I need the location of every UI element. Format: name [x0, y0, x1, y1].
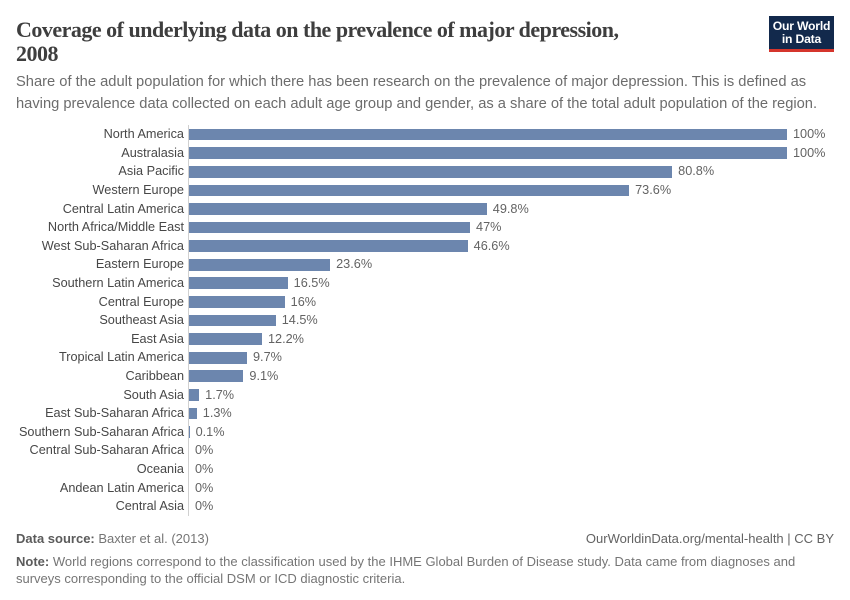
chart-title: Coverage of underlying data on the preva… — [16, 16, 619, 66]
chart-subtitle: Share of the adult population for which … — [16, 74, 818, 112]
category-label: North Africa/Middle East — [47, 220, 184, 235]
bar[interactable] — [189, 221, 471, 234]
chart-row[interactable]: Central Latin America 49.8% — [0, 200, 850, 219]
y-axis-line — [188, 125, 189, 516]
value-label: 46.6% — [473, 238, 510, 253]
bar[interactable] — [189, 184, 630, 197]
value-label: 1.3% — [202, 406, 232, 421]
value-label: 12.2% — [267, 331, 304, 346]
bar[interactable] — [189, 147, 787, 160]
bar[interactable] — [189, 389, 200, 401]
category-label: Central Asia — [115, 499, 184, 514]
footer-note-label: Note: — [16, 553, 50, 569]
category-label: Oceania — [136, 461, 184, 476]
bar-chart: North America 100% Australasia 100% Asia Pac… — [0, 125, 850, 516]
bar[interactable] — [189, 128, 787, 141]
bar[interactable] — [189, 277, 288, 290]
footer-note-text: World regions correspond to the classifi… — [16, 553, 796, 586]
category-label: East Sub-Saharan Africa — [45, 406, 184, 421]
value-label: 80.8% — [678, 164, 715, 179]
owid-logo-line2: in Data — [781, 32, 822, 46]
chart-row[interactable]: East Sub-Saharan Africa 1.3% — [0, 404, 850, 423]
value-label: 47% — [476, 220, 502, 235]
footer-source: Data source: Baxter et al. (2013) — [16, 531, 209, 546]
category-label: Central Europe — [98, 294, 184, 309]
bar[interactable] — [189, 203, 487, 215]
bar[interactable] — [189, 407, 197, 420]
chart-row[interactable]: North America 100% — [0, 125, 850, 144]
bar[interactable] — [189, 333, 262, 345]
bar[interactable] — [189, 351, 247, 364]
category-label: Southern Sub-Saharan Africa — [18, 424, 184, 439]
category-label: Eastern Europe — [95, 257, 184, 272]
owid-logo-line1: Our World — [772, 19, 831, 33]
category-label: Andean Latin America — [59, 480, 184, 495]
value-label: 14.5% — [281, 313, 318, 328]
footer-credit-link[interactable]: OurWorldinData.org/mental-health | CC BY — [585, 531, 834, 546]
value-label: 100% — [793, 145, 826, 160]
category-label: Caribbean — [125, 369, 184, 384]
owid-logo: Our World in Data — [769, 16, 834, 52]
category-label: Asia Pacific — [118, 164, 184, 179]
category-label: South Asia — [123, 387, 184, 402]
value-label: 0% — [195, 480, 214, 495]
chart-row[interactable]: Central Asia 0% — [0, 497, 850, 516]
value-label: 49.8% — [492, 201, 529, 216]
bar[interactable] — [189, 314, 276, 327]
bar[interactable] — [189, 296, 285, 308]
chart-row[interactable]: Western Europe 73.6% — [0, 181, 850, 200]
chart-row[interactable]: Southeast Asia 14.5% — [0, 311, 850, 330]
category-label: Central Latin America — [62, 201, 184, 216]
chart-row[interactable]: Central Sub-Saharan Africa 0% — [0, 441, 850, 460]
category-label: Tropical Latin America — [58, 350, 184, 365]
chart-row[interactable]: Caribbean 9.1% — [0, 367, 850, 386]
bar[interactable] — [189, 258, 331, 271]
category-label: North America — [103, 127, 184, 142]
value-label: 0% — [195, 461, 214, 476]
value-label: 0.1% — [195, 424, 225, 439]
category-label: West Sub-Saharan Africa — [41, 238, 184, 253]
chart-row[interactable]: Central Europe 16% — [0, 293, 850, 312]
footer-source-label: Data source: — [16, 531, 95, 546]
chart-row[interactable]: Andean Latin America 0% — [0, 479, 850, 498]
value-label: 73.6% — [635, 183, 672, 198]
chart-row[interactable]: West Sub-Saharan Africa 46.6% — [0, 237, 850, 256]
chart-row[interactable]: Asia Pacific 80.8% — [0, 162, 850, 181]
chart-row[interactable]: Australasia 100% — [0, 144, 850, 163]
bar[interactable] — [189, 240, 468, 252]
bar[interactable] — [189, 426, 190, 438]
chart-row[interactable]: Southern Sub-Saharan Africa 0.1% — [0, 423, 850, 442]
value-label: 23.6% — [336, 257, 373, 272]
footer-source-line: OurWorldinData.org/mental-health | CC BY… — [16, 531, 834, 547]
chart-row[interactable]: East Asia 12.2% — [0, 330, 850, 349]
category-label: Central Sub-Saharan Africa — [29, 443, 184, 458]
footer-note: Note: World regions correspond to the cl… — [16, 553, 834, 588]
category-label: Australasia — [121, 145, 184, 160]
footer-source-value: Baxter et al. (2013) — [94, 531, 209, 546]
value-label: 0% — [195, 499, 214, 514]
value-label: 1.7% — [205, 387, 235, 402]
value-label: 16% — [290, 294, 317, 309]
value-label: 9.7% — [253, 350, 282, 365]
category-label: Southeast Asia — [99, 313, 184, 328]
value-label: 0% — [195, 443, 214, 458]
chart-row[interactable]: Tropical Latin America 9.7% — [0, 348, 850, 367]
chart-row[interactable]: Southern Latin America 16.5% — [0, 274, 850, 293]
value-label: 100% — [793, 127, 826, 142]
chart-row[interactable]: Eastern Europe 23.6% — [0, 255, 850, 274]
chart-row[interactable]: Oceania 0% — [0, 460, 850, 479]
value-label: 16.5% — [293, 276, 330, 291]
value-label: 9.1% — [249, 369, 279, 384]
bar[interactable] — [189, 370, 244, 383]
bar[interactable] — [189, 165, 673, 178]
chart-row[interactable]: North Africa/Middle East 47% — [0, 218, 850, 237]
category-label: Western Europe — [92, 183, 184, 198]
category-label: East Asia — [131, 331, 184, 346]
chart-row[interactable]: South Asia 1.7% — [0, 386, 850, 405]
category-label: Southern Latin America — [52, 276, 184, 291]
